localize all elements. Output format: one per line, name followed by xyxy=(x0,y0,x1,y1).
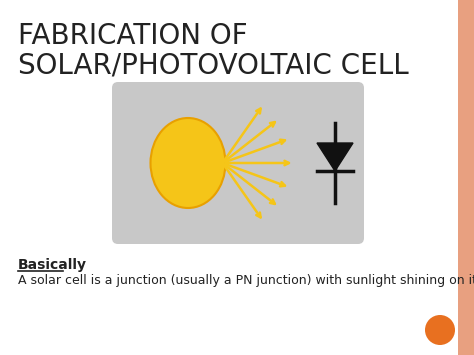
Polygon shape xyxy=(317,143,353,171)
Text: SOLAR/PHOTOVOLTAIC CELL: SOLAR/PHOTOVOLTAIC CELL xyxy=(18,52,409,80)
Ellipse shape xyxy=(425,315,455,345)
Text: FABRICATION OF: FABRICATION OF xyxy=(18,22,247,50)
Bar xyxy=(458,0,474,355)
Text: A solar cell is a junction (usually a PN junction) with sunlight shining on it.: A solar cell is a junction (usually a PN… xyxy=(18,274,474,287)
Ellipse shape xyxy=(151,118,226,208)
Text: Basically: Basically xyxy=(18,258,87,272)
FancyBboxPatch shape xyxy=(112,82,364,244)
